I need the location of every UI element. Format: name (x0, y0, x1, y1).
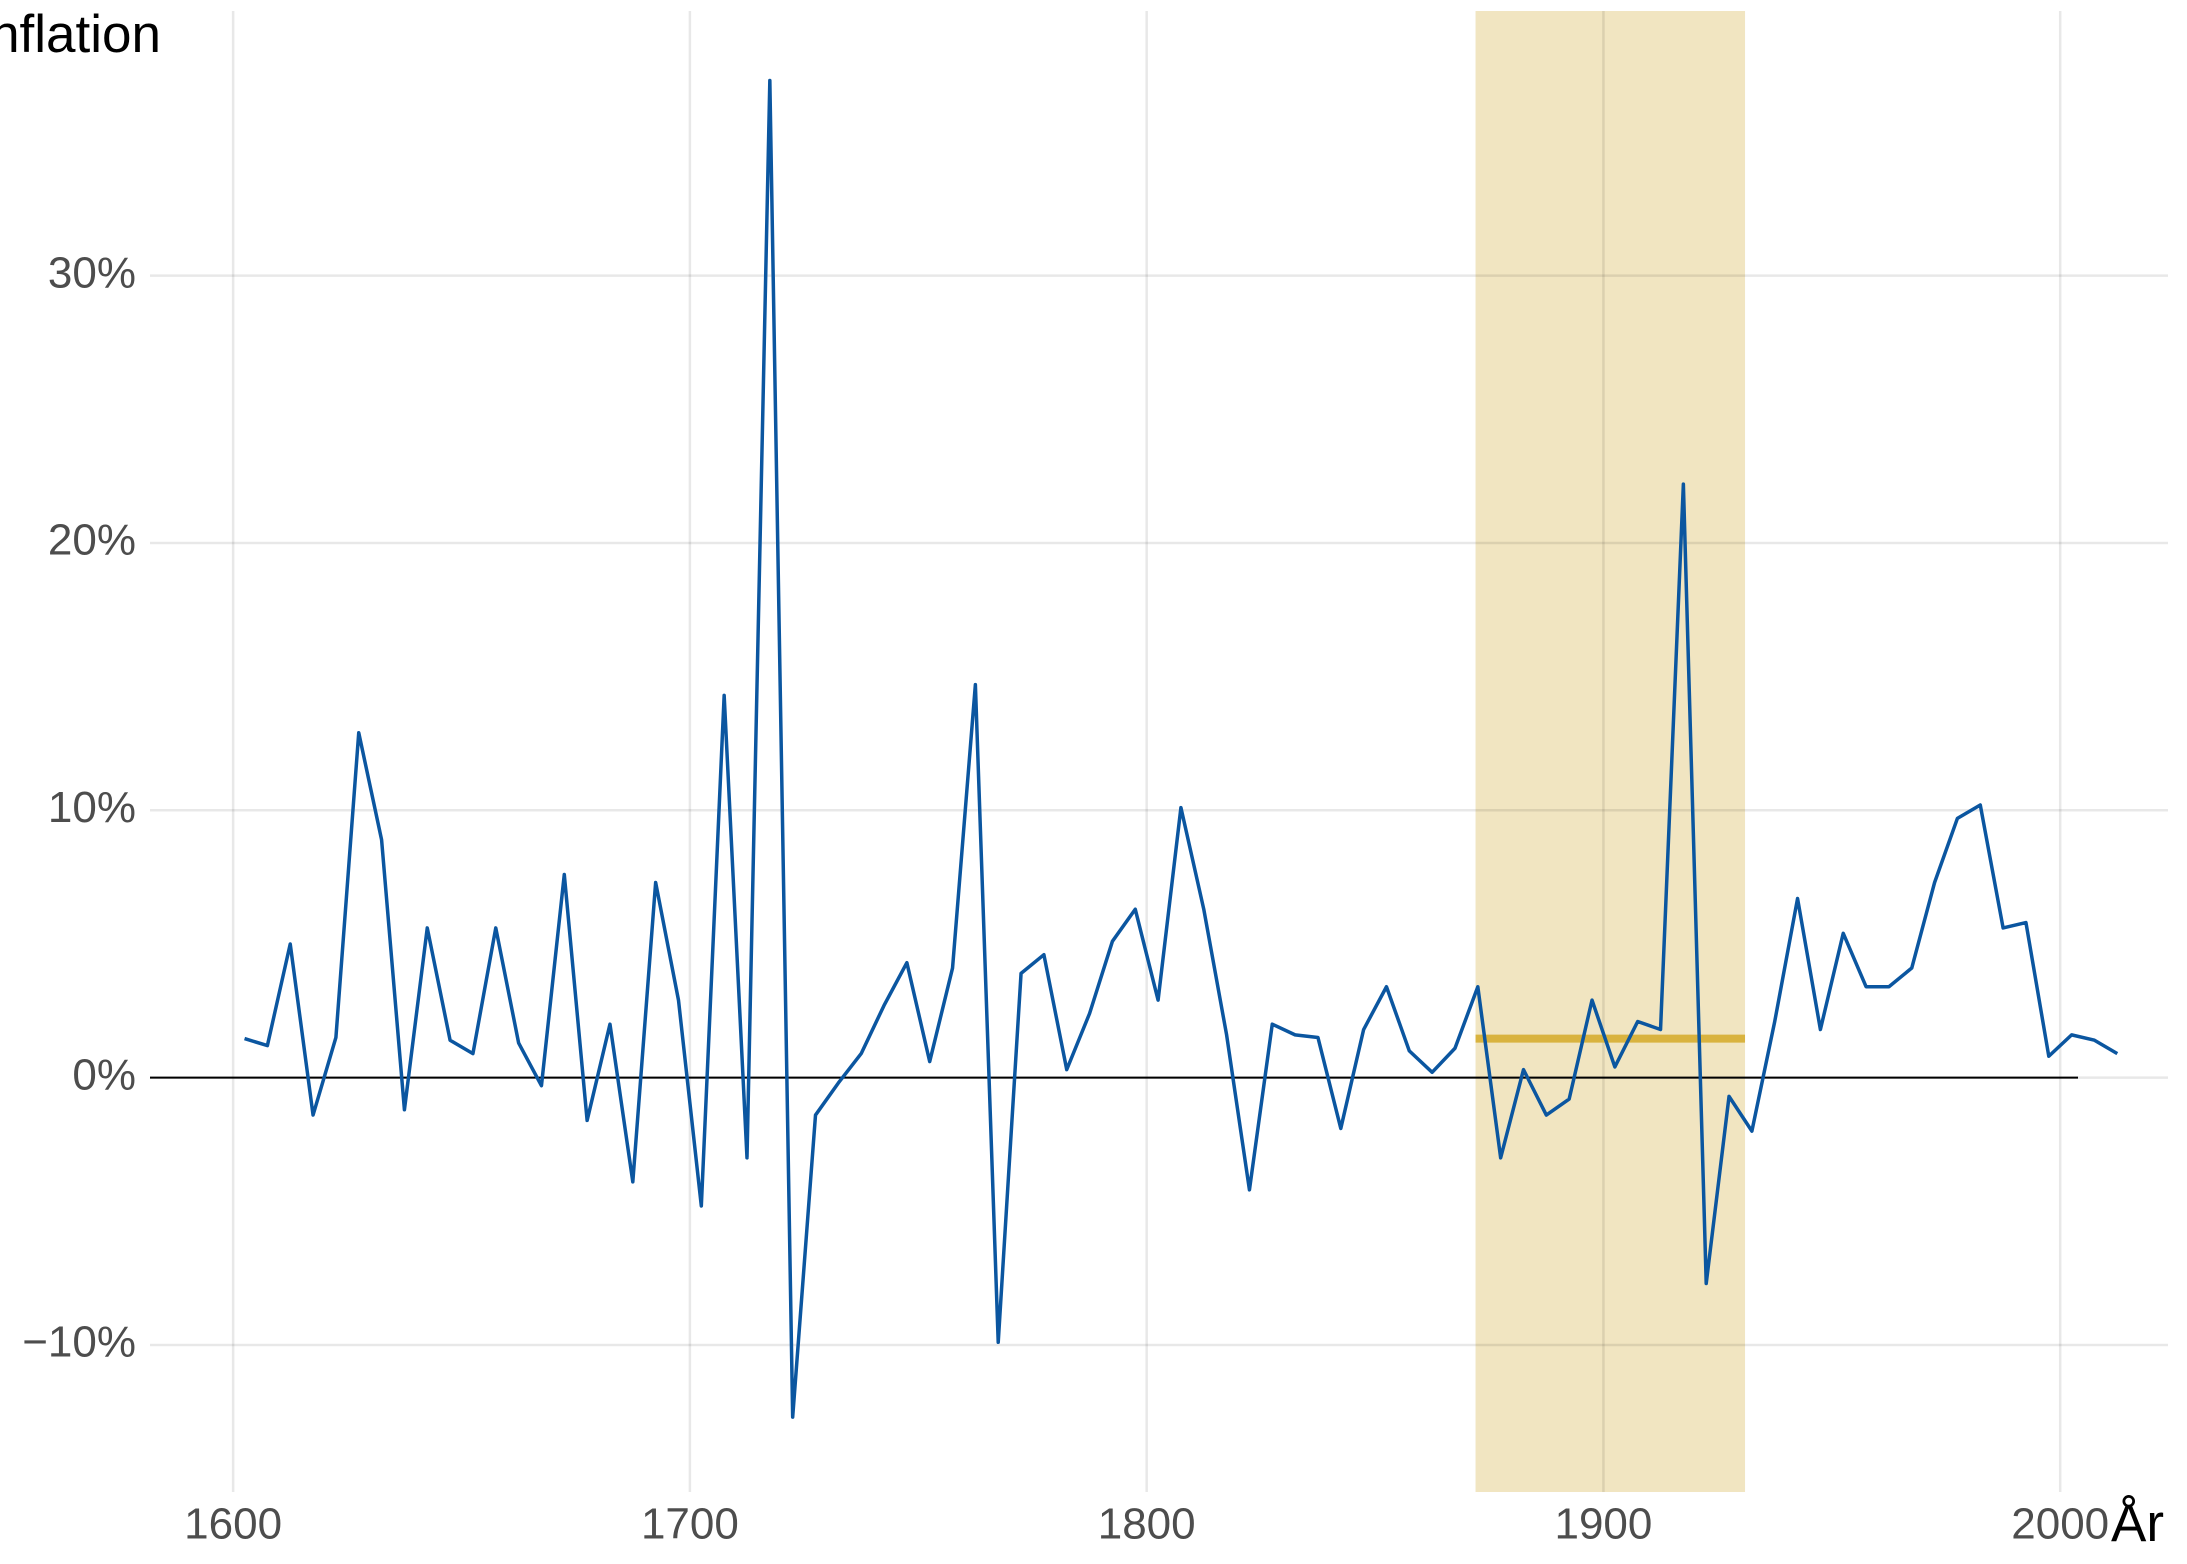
x-tick-label: 1600 (184, 1500, 282, 1549)
chart-title: Inflation (0, 5, 161, 64)
y-tick-label: 0% (72, 1050, 136, 1099)
data-line (244, 78, 2119, 1419)
x-tick-label: 2000 (2011, 1500, 2109, 1549)
y-tick-label: −10% (22, 1318, 136, 1367)
y-tick-label: 20% (48, 516, 136, 565)
x-tick-label: 1800 (1098, 1500, 1196, 1549)
x-tick-label: 1900 (1554, 1500, 1652, 1549)
x-tick-label: 1700 (641, 1500, 739, 1549)
highlight-band (1475, 11, 1746, 1492)
y-tick-label: 30% (48, 248, 136, 297)
x-axis-label: År (2111, 1494, 2164, 1553)
y-tick-label: 10% (48, 783, 136, 832)
